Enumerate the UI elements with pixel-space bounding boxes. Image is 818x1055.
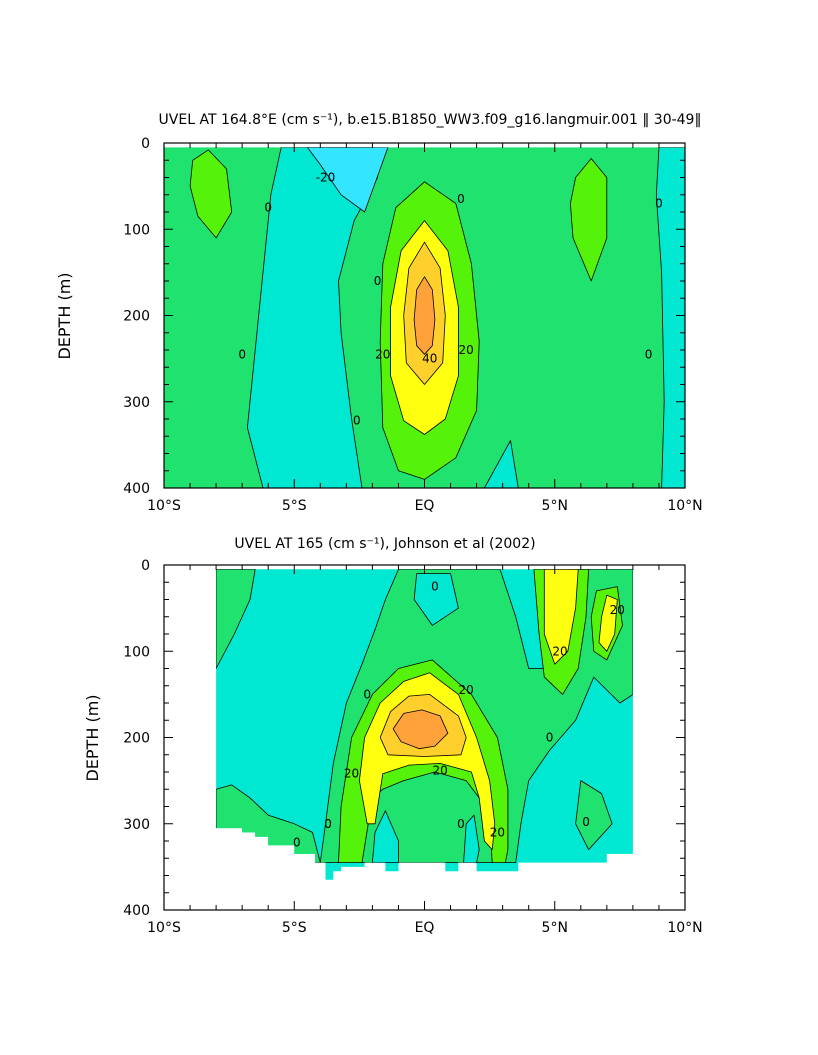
contour-region-10_20: [189, 149, 233, 239]
contour-region-0_10: [216, 569, 256, 669]
contour-label: 20: [459, 683, 474, 697]
contour-region-minus20_0: [413, 573, 459, 626]
contour-label: 20: [490, 825, 505, 839]
y-tick-label: 0: [141, 136, 150, 152]
contour-label: 0: [363, 687, 371, 701]
x-tick-label: 5°S: [282, 920, 307, 936]
y-tick-label: 300: [123, 817, 150, 833]
x-tick-labels: 10°S 5°S EQ 5°N 10°N: [147, 498, 703, 514]
contour-region-minus20_0: [371, 810, 399, 863]
contour-label: 0: [324, 817, 332, 831]
contour-region-20_30: [543, 569, 579, 665]
contour-label: 0: [353, 414, 361, 428]
contour-label: 20: [432, 763, 447, 777]
contour-label: 0: [431, 580, 439, 594]
contour-region-minus20_0: [483, 440, 519, 488]
contour-fills: [189, 147, 685, 488]
contour-label: 0: [374, 274, 382, 288]
y-tick-label: 200: [123, 309, 150, 325]
observed-uvel-contour-panel: UVEL AT 165 (cm s⁻¹), Johnson et al (200…: [83, 536, 703, 936]
x-tick-label: 10°S: [147, 498, 181, 514]
contour-label: 0: [238, 347, 246, 361]
contour-region-0_10: [575, 780, 613, 850]
y-axis-label: DEPTH (m): [83, 694, 102, 781]
contour-labels: 0 20 0 20 20 20 20 0 0 0 20 0 0: [293, 580, 625, 850]
contour-label: 20: [344, 767, 359, 781]
contour-label: 20: [375, 347, 390, 361]
contour-label: 20: [552, 644, 567, 658]
y-tick-label: 100: [123, 222, 150, 238]
contour-label: 0: [457, 192, 465, 206]
contour-region-minus20_0: [655, 147, 685, 488]
y-tick-label: 0: [141, 558, 150, 574]
axis-ticks: [163, 142, 686, 489]
contour-region-10_20: [570, 158, 608, 282]
x-tick-label: EQ: [415, 498, 435, 514]
contour-label: 0: [582, 815, 590, 829]
axis-ticks: [163, 564, 686, 911]
contour-label: 0: [293, 836, 301, 850]
y-tick-label: 400: [123, 903, 150, 919]
x-tick-label: 10°N: [667, 920, 702, 936]
y-tick-labels: 0 100 200 300 400: [123, 558, 150, 919]
contour-fills: [216, 569, 633, 863]
chart-title: UVEL AT 165 (cm s⁻¹), Johnson et al (200…: [234, 536, 535, 552]
y-tick-labels: 0 100 200 300 400: [123, 136, 150, 497]
contour-region-gt_40: [413, 276, 436, 355]
chart-title: UVEL AT 164.8°E (cm s⁻¹), b.e15.B1850_WW…: [159, 112, 702, 128]
contour-label: -20: [316, 171, 336, 185]
y-tick-label: 300: [123, 395, 150, 411]
x-tick-label: 5°N: [542, 498, 568, 514]
x-tick-label: 5°S: [282, 498, 307, 514]
contour-label: 20: [610, 603, 625, 617]
x-tick-label: EQ: [415, 920, 435, 936]
x-tick-label: 10°S: [147, 920, 181, 936]
y-tick-label: 400: [123, 481, 150, 497]
contour-label: 0: [457, 817, 465, 831]
y-tick-label: 200: [123, 731, 150, 747]
contour-label: 0: [645, 347, 653, 361]
contour-label: 0: [546, 731, 554, 745]
contour-region-20_30: [598, 594, 618, 652]
contour-labels: -20 0 0 0 0 0 0 0 20 20 40: [238, 171, 662, 428]
contour-region-minus20_0: [463, 814, 480, 863]
contour-label: 40: [422, 352, 437, 366]
y-tick-label: 100: [123, 644, 150, 660]
contour-region-lt_minus20: [306, 147, 389, 213]
contour-label: 20: [459, 343, 474, 357]
contour-label: 0: [264, 201, 272, 215]
x-tick-label: 10°N: [667, 498, 702, 514]
x-tick-label: 5°N: [542, 920, 568, 936]
model-uvel-contour-panel: UVEL AT 164.8°E (cm s⁻¹), b.e15.B1850_WW…: [55, 112, 703, 514]
contour-region-gt_40: [392, 709, 449, 750]
contour-label: 0: [655, 196, 663, 210]
x-tick-labels: 10°S 5°S EQ 5°N 10°N: [147, 920, 703, 936]
y-axis-label: DEPTH (m): [55, 272, 74, 359]
